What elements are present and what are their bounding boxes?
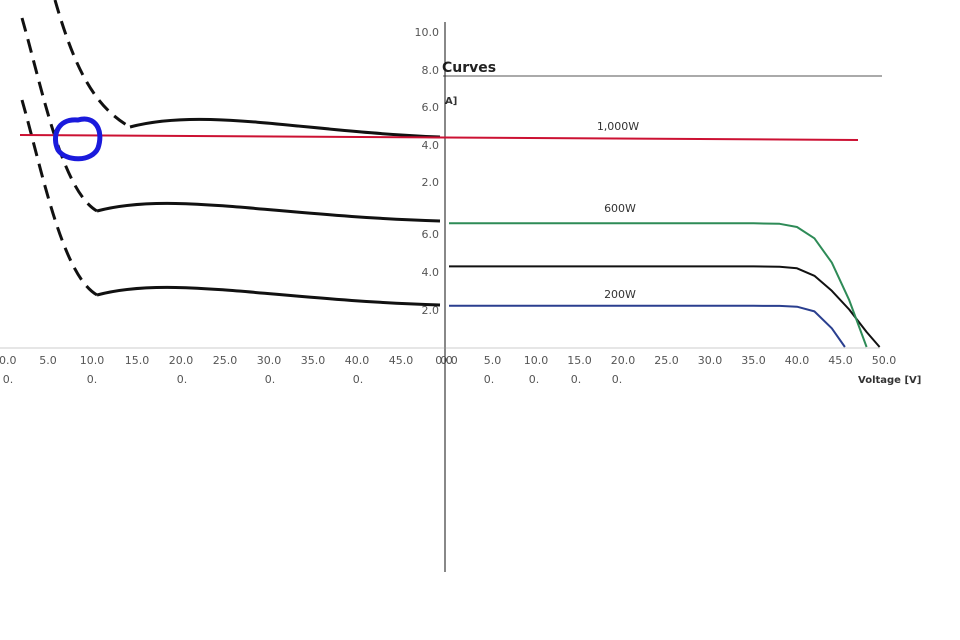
- highlight-circle: [53, 116, 103, 162]
- x-tick-label: 5.0: [484, 354, 502, 367]
- x-tick-sublabel: 0.: [484, 373, 495, 386]
- x-tick-label: 40.0: [785, 354, 810, 367]
- x-tick-label: 50.0: [872, 354, 897, 367]
- mirrored-curves: [20, 0, 441, 307]
- x-tick-label: 15.0: [125, 354, 150, 367]
- y-tick-label: 2.0: [422, 304, 440, 317]
- mirrored-curve-dashed: [53, 0, 131, 129]
- x-tick-label: 5.0: [39, 354, 57, 367]
- x-tick-sublabel: 0.: [612, 373, 623, 386]
- series-label: 1,000W: [597, 120, 639, 133]
- x-tick-label: 25.0: [654, 354, 679, 367]
- x-axis-label: Voltage [V]: [858, 375, 921, 386]
- x-tick-label: 20.0: [169, 354, 194, 367]
- x-tick-label: 15.0: [567, 354, 592, 367]
- x-ticks-left: .0.0 5.0 10.0 15.0 20.0 25.0 30.0 35.0 40.0 45.0 0…: [0, 354, 453, 386]
- x-tick-sublabel: 0.: [529, 373, 540, 386]
- y-tick-label: 6.0: [422, 101, 440, 114]
- x-tick-label: 10.0: [524, 354, 549, 367]
- x-tick-sublabel: 0.: [87, 373, 98, 386]
- y-tick-label: 4.0: [422, 266, 440, 279]
- x-tick-label: 30.0: [698, 354, 723, 367]
- x-tick-sublabel: 0.: [3, 373, 14, 386]
- x-tick-sublabel: 0.: [571, 373, 582, 386]
- x-tick-sublabel: 0.: [177, 373, 188, 386]
- x-tick-label: 25.0: [213, 354, 238, 367]
- y-ticks-lower: 6.0 4.0 2.0: [422, 228, 440, 317]
- x-tick-label: .0.0: [0, 354, 17, 367]
- x-ticks-right: 0.0 5.0 10.0 15.0 20.0 25.0 30.0 35.0 40.0 45.0 50…: [440, 354, 896, 386]
- x-tick-label: 20.0: [611, 354, 636, 367]
- y-axis-unit: A]: [445, 96, 457, 107]
- mirrored-curve-solid: [96, 285, 441, 307]
- series-line: [449, 265, 881, 348]
- mirrored-curve-dashed: [20, 17, 98, 213]
- series-line: [449, 304, 846, 348]
- y-ticks-upper: 10.0 8.0 6.0 4.0 2.0: [415, 26, 440, 189]
- series-layer: 1,000W 600W 200W: [449, 120, 881, 348]
- mirrored-curve-solid: [129, 117, 441, 139]
- y-tick-label: 4.0: [422, 139, 440, 152]
- x-tick-label: 45.0: [389, 354, 414, 367]
- chart-title: Curves: [442, 60, 496, 76]
- x-tick-sublabel: 0.: [353, 373, 364, 386]
- y-tick-label: 6.0: [422, 228, 440, 241]
- x-tick-label: 35.0: [741, 354, 766, 367]
- x-tick-label: 40.0: [345, 354, 370, 367]
- x-tick-label: 35.0: [301, 354, 326, 367]
- x-tick-label: 0.0: [435, 354, 453, 367]
- y-tick-label: 8.0: [422, 64, 440, 77]
- series-label: 200W: [604, 288, 636, 301]
- series-line: [449, 222, 868, 348]
- mirrored-curve-solid: [96, 201, 441, 223]
- y-tick-label: 10.0: [415, 26, 440, 39]
- x-tick-label: 10.0: [80, 354, 105, 367]
- series-label: 600W: [604, 202, 636, 215]
- x-tick-label: 0.0: [440, 354, 458, 367]
- x-tick-label: 30.0: [257, 354, 282, 367]
- x-tick-sublabel: 0.: [265, 373, 276, 386]
- mirrored-curve-dashed: [20, 99, 98, 297]
- y-tick-label: 2.0: [422, 176, 440, 189]
- reference-line: [19, 134, 859, 141]
- x-tick-label: 45.0: [828, 354, 853, 367]
